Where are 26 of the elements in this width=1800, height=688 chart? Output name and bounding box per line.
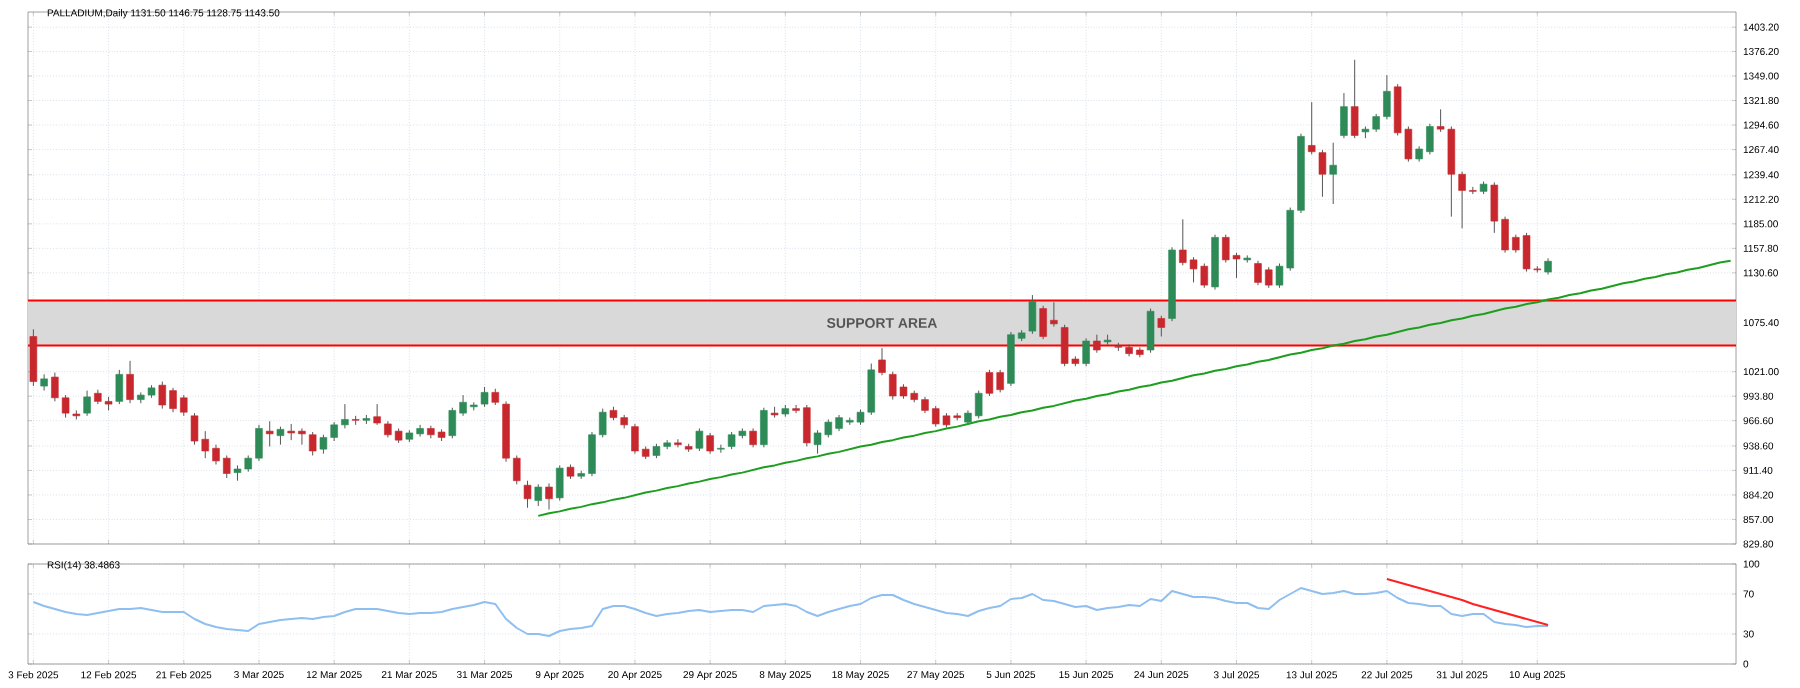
candlestick bbox=[126, 360, 134, 404]
candlestick bbox=[276, 426, 285, 446]
candlestick bbox=[1307, 101, 1316, 155]
candlestick bbox=[556, 464, 564, 502]
candlestick bbox=[29, 328, 38, 387]
candlestick bbox=[695, 427, 704, 452]
candlestick bbox=[545, 482, 553, 511]
candlestick bbox=[40, 373, 48, 392]
candlestick bbox=[706, 432, 714, 455]
candlestick bbox=[1340, 92, 1348, 139]
candlestick bbox=[749, 427, 757, 448]
candlestick bbox=[1082, 337, 1090, 367]
candlestick bbox=[878, 347, 886, 376]
candlestick bbox=[83, 390, 91, 417]
candlestick bbox=[1028, 294, 1037, 335]
candlestick bbox=[1093, 334, 1101, 354]
candlestick bbox=[760, 407, 768, 448]
candlestick bbox=[1318, 149, 1327, 198]
candlestick bbox=[1157, 315, 1166, 337]
candlestick bbox=[1146, 308, 1155, 354]
candlestick bbox=[534, 483, 542, 507]
candlestick bbox=[1329, 142, 1337, 205]
candlestick bbox=[1350, 59, 1359, 139]
candlestick bbox=[523, 480, 532, 509]
candlestick bbox=[115, 369, 124, 405]
candlestick bbox=[265, 420, 274, 447]
